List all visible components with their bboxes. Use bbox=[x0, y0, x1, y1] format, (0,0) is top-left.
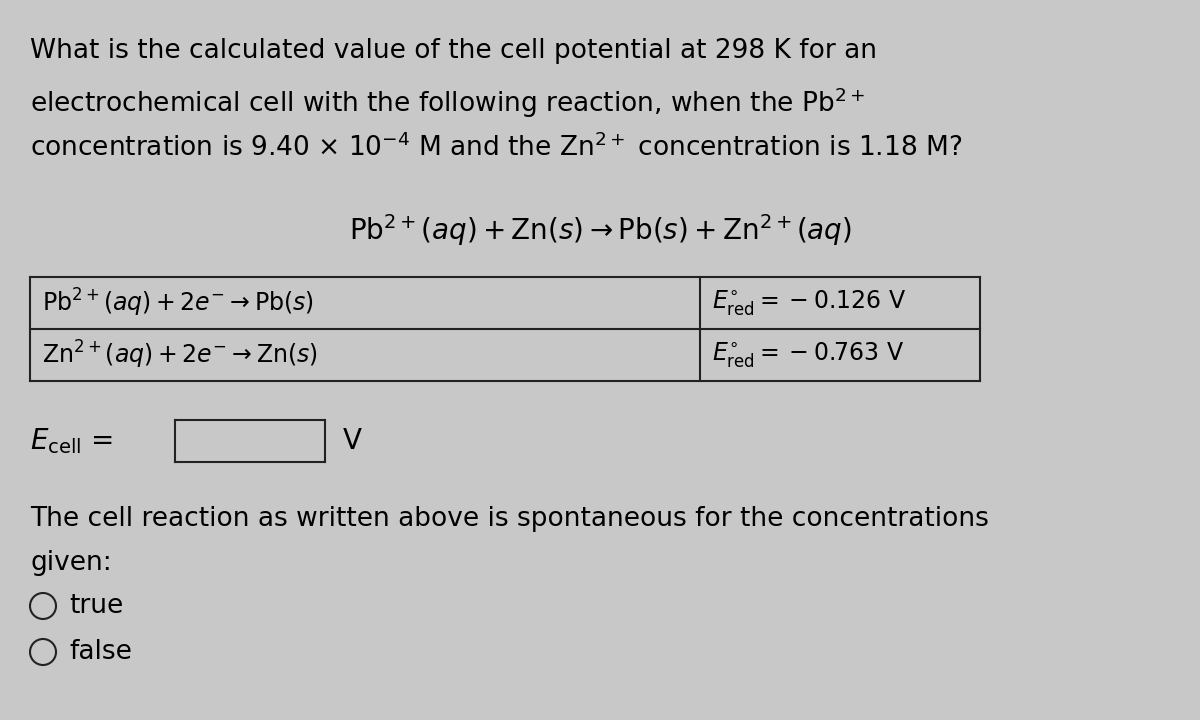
Circle shape bbox=[30, 593, 56, 619]
Text: What is the calculated value of the cell potential at 298 K for an: What is the calculated value of the cell… bbox=[30, 38, 877, 64]
Text: $E^{\circ}_{\mathrm{red}} = -0.126\ \mathrm{V}$: $E^{\circ}_{\mathrm{red}} = -0.126\ \mat… bbox=[712, 289, 906, 318]
Text: $\mathrm{Zn}^{2+}(aq) + 2e^{-} \rightarrow \mathrm{Zn}(s)$: $\mathrm{Zn}^{2+}(aq) + 2e^{-} \rightarr… bbox=[42, 339, 318, 371]
Text: given:: given: bbox=[30, 550, 112, 576]
Text: true: true bbox=[70, 593, 124, 619]
Text: $E_{\mathrm{cell}}$ =: $E_{\mathrm{cell}}$ = bbox=[30, 426, 113, 456]
Text: false: false bbox=[70, 639, 132, 665]
Text: $\mathrm{Pb}^{2+}(aq) + 2e^{-} \rightarrow \mathrm{Pb}(s)$: $\mathrm{Pb}^{2+}(aq) + 2e^{-} \rightarr… bbox=[42, 287, 314, 319]
Circle shape bbox=[30, 639, 56, 665]
Text: $E^{\circ}_{\mathrm{red}} = -0.763\ \mathrm{V}$: $E^{\circ}_{\mathrm{red}} = -0.763\ \mat… bbox=[712, 341, 905, 369]
Text: concentration is 9.40 $\times$ 10$^{-4}$ M and the $\mathrm{Zn}^{2+}$ concentrat: concentration is 9.40 $\times$ 10$^{-4}$… bbox=[30, 134, 962, 163]
Text: V: V bbox=[343, 427, 362, 455]
Text: $\mathrm{Pb}^{2+}(aq) + \mathrm{Zn}(s) \rightarrow \mathrm{Pb}(s) + \mathrm{Zn}^: $\mathrm{Pb}^{2+}(aq) + \mathrm{Zn}(s) \… bbox=[348, 212, 852, 248]
Text: electrochemical cell with the following reaction, when the $\mathrm{Pb}^{2+}$: electrochemical cell with the following … bbox=[30, 86, 865, 120]
Text: The cell reaction as written above is spontaneous for the concentrations: The cell reaction as written above is sp… bbox=[30, 506, 989, 532]
